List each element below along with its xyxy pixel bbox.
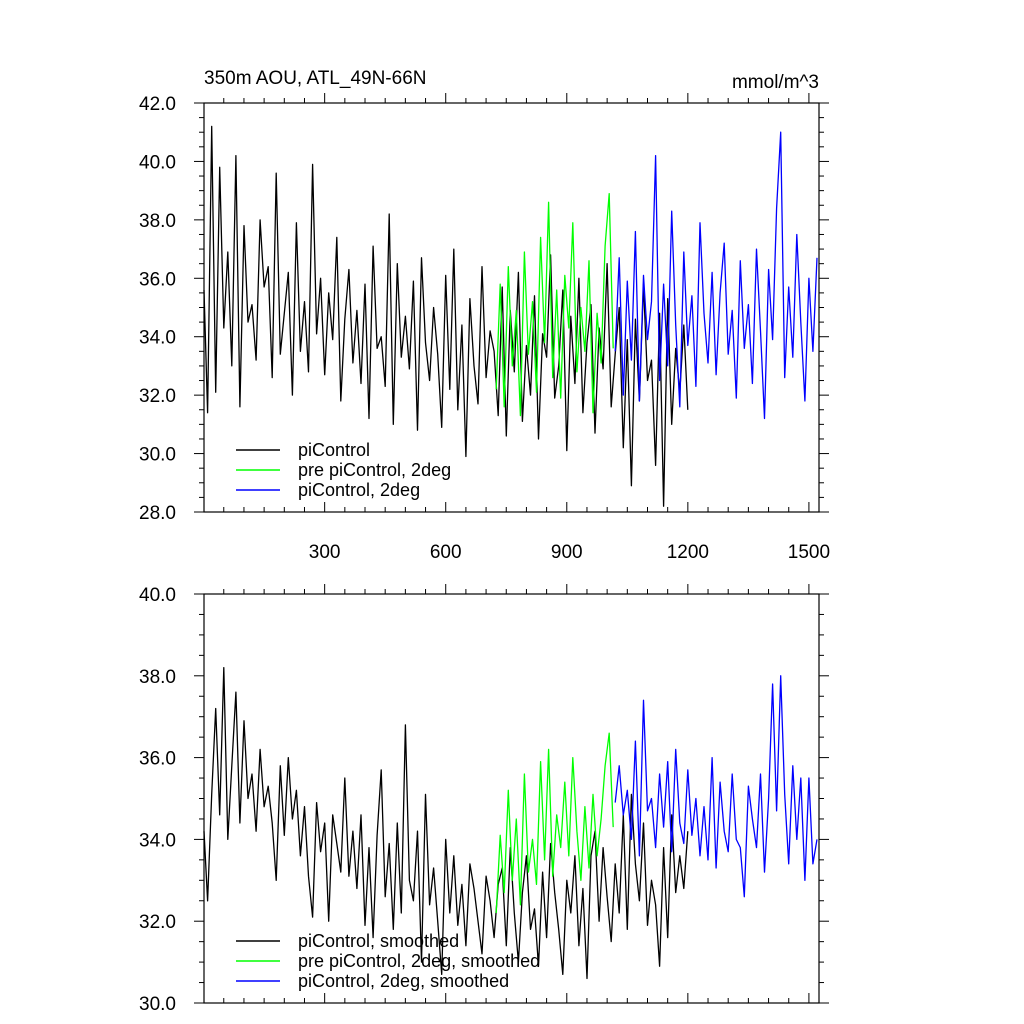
bottom-series-line-0 [203,666,689,980]
top-xtick-label: 300 [309,542,341,563]
top-series-line-1 [495,192,614,417]
bottom-legend-label-2: piControl, 2deg, smoothed [298,971,509,991]
top-ytick-label: 34.0 [139,328,176,349]
bottom-ytick-label: 40.0 [139,585,176,606]
top-xtick-label: 1500 [788,542,830,563]
bottom-series-line-1 [495,732,614,914]
top-ytick-label: 30.0 [139,445,176,466]
top-ytick-label: 42.0 [139,94,176,115]
top-xtick-label: 1200 [667,542,709,563]
bottom-legend-label-1: pre piControl, 2deg, smoothed [298,951,540,971]
bottom-ticks: 30.0 32.0 34.0 36.0 38.0 40.0 [139,584,829,1015]
top-ytick-label: 40.0 [139,152,176,173]
top-ticks: 28.0 30.0 32.0 34.0 36.0 38.0 40.0 42.0 300 600 90… [139,93,830,563]
top-ytick-label: 32.0 [139,386,176,407]
bottom-ytick-label: 30.0 [139,994,176,1015]
top-legend-label-2: piControl, 2deg [298,480,420,500]
top-series-line-0 [203,125,689,507]
top-panel: 350m AOU, ATL_49N-66N mmol/m^3 28.0 30.0 3… [139,68,830,563]
top-plot-area [203,125,818,507]
top-ytick-label: 36.0 [139,269,176,290]
top-panel-title: 350m AOU, ATL_49N-66N [204,68,426,89]
top-ytick-label: 28.0 [139,503,176,524]
bottom-ytick-label: 38.0 [139,667,176,688]
top-series-line-2 [614,131,818,420]
top-panel-units: mmol/m^3 [732,72,819,93]
top-legend-label-0: piControl [298,440,370,460]
bottom-ytick-label: 34.0 [139,830,176,851]
bottom-legend-label-0: piControl, smoothed [298,931,459,951]
bottom-ytick-label: 36.0 [139,749,176,770]
bottom-panel: 30.0 32.0 34.0 36.0 38.0 40.0 piControl, smoo… [139,584,829,1015]
top-legend-label-1: pre piControl, 2deg [298,460,451,480]
bottom-series-line-2 [614,675,818,898]
top-xtick-label: 900 [551,542,583,563]
top-ytick-label: 38.0 [139,211,176,232]
bottom-ytick-label: 32.0 [139,912,176,933]
bottom-plot-area [203,666,818,980]
top-xtick-label: 600 [430,542,462,563]
